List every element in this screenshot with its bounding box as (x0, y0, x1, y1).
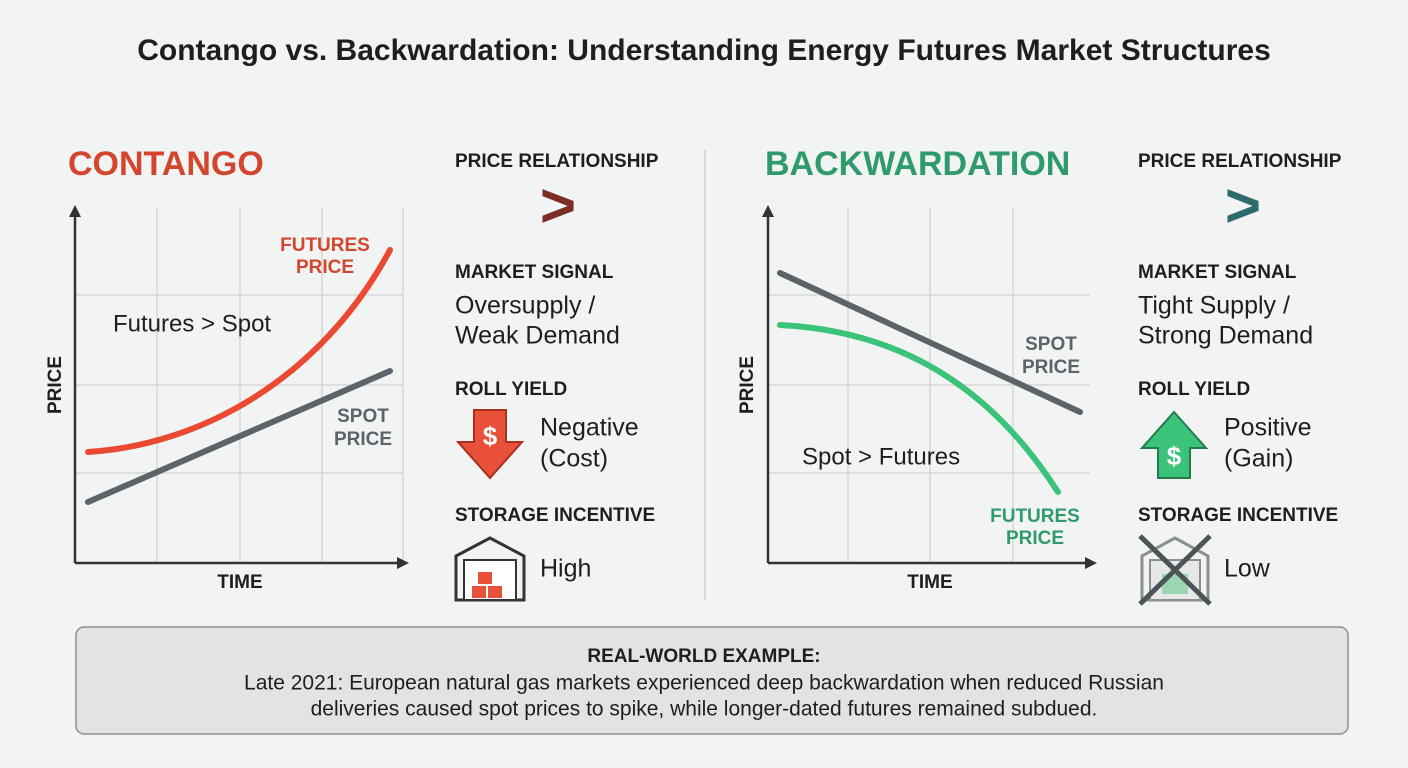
y-axis-label: PRICE (737, 356, 758, 414)
icon-symbol: $ (1167, 441, 1182, 471)
panel-text: Weak Demand (455, 322, 620, 350)
axis-arrow (762, 205, 774, 217)
panel-heading: STORAGE INCENTIVE (1138, 505, 1338, 526)
panel-heading: STORAGE INCENTIVE (455, 505, 655, 526)
x-axis-label: TIME (217, 572, 262, 593)
section-heading: BACKWARDATION (765, 145, 1070, 183)
contango-chart: FUTURES PRICE SPOT PRICE Futures > Spot … (45, 205, 409, 593)
section-heading: CONTANGO (68, 145, 264, 183)
panel-heading: MARKET SIGNAL (455, 262, 614, 283)
spot-label: SPOT (337, 406, 389, 427)
contango-panel: PRICE RELATIONSHIP > MARKET SIGNAL Overs… (454, 151, 659, 602)
futures-curve (777, 322, 1061, 495)
panel-text: Oversupply / (455, 292, 595, 320)
example-text: Late 2021: European natural gas markets … (244, 672, 1164, 695)
warehouse-crossed-icon (1138, 534, 1212, 606)
panel-heading: PRICE RELATIONSHIP (1138, 151, 1342, 172)
relation-symbol: > (540, 171, 576, 240)
example-text: deliveries caused spot prices to spike, … (311, 698, 1098, 721)
axis-arrow (69, 205, 81, 217)
axis-arrow (1085, 557, 1097, 569)
spot-label: PRICE (334, 429, 392, 450)
backwardation-panel: PRICE RELATIONSHIP > MARKET SIGNAL Tight… (1138, 151, 1342, 606)
futures-label: PRICE (296, 257, 354, 278)
spot-line (85, 368, 393, 505)
relation-symbol: > (1225, 171, 1261, 240)
backwardation-chart: SPOT PRICE FUTURES PRICE Spot > Futures … (737, 205, 1097, 593)
example-box (75, 626, 1349, 735)
panel-text: Low (1224, 555, 1271, 583)
up-arrow-icon (1139, 410, 1209, 479)
panel-heading: PRICE RELATIONSHIP (455, 151, 659, 172)
y-axis-label: PRICE (45, 356, 66, 414)
annotation: Futures > Spot (113, 310, 271, 337)
panel-text: High (540, 555, 591, 583)
x-axis-label: TIME (907, 572, 952, 593)
title: Contango vs. Backwardation: Understandin… (137, 34, 1271, 67)
annotation: Spot > Futures (802, 443, 960, 470)
panel-heading: ROLL YIELD (1138, 379, 1250, 400)
futures-label: FUTURES (990, 506, 1080, 527)
panel-text: Positive (1224, 414, 1312, 442)
down-arrow-icon (455, 409, 525, 480)
futures-label: PRICE (1006, 528, 1064, 549)
icon-symbol: $ (483, 421, 498, 451)
futures-curve (85, 247, 393, 455)
panel-text: (Cost) (540, 445, 608, 473)
spot-label: SPOT (1025, 334, 1077, 355)
panel-text: Tight Supply / (1138, 292, 1290, 320)
panel-text: Negative (540, 414, 639, 442)
example-heading: REAL-WORLD EXAMPLE: (587, 646, 820, 667)
panel-heading: ROLL YIELD (455, 379, 567, 400)
spot-label: PRICE (1022, 357, 1080, 378)
spot-line (777, 270, 1083, 415)
warehouse-icon (454, 536, 526, 602)
axis-arrow (397, 557, 409, 569)
panel-heading: MARKET SIGNAL (1138, 262, 1297, 283)
panel-text: Strong Demand (1138, 322, 1313, 350)
panel-text: (Gain) (1224, 445, 1293, 473)
futures-label: FUTURES (280, 235, 370, 256)
